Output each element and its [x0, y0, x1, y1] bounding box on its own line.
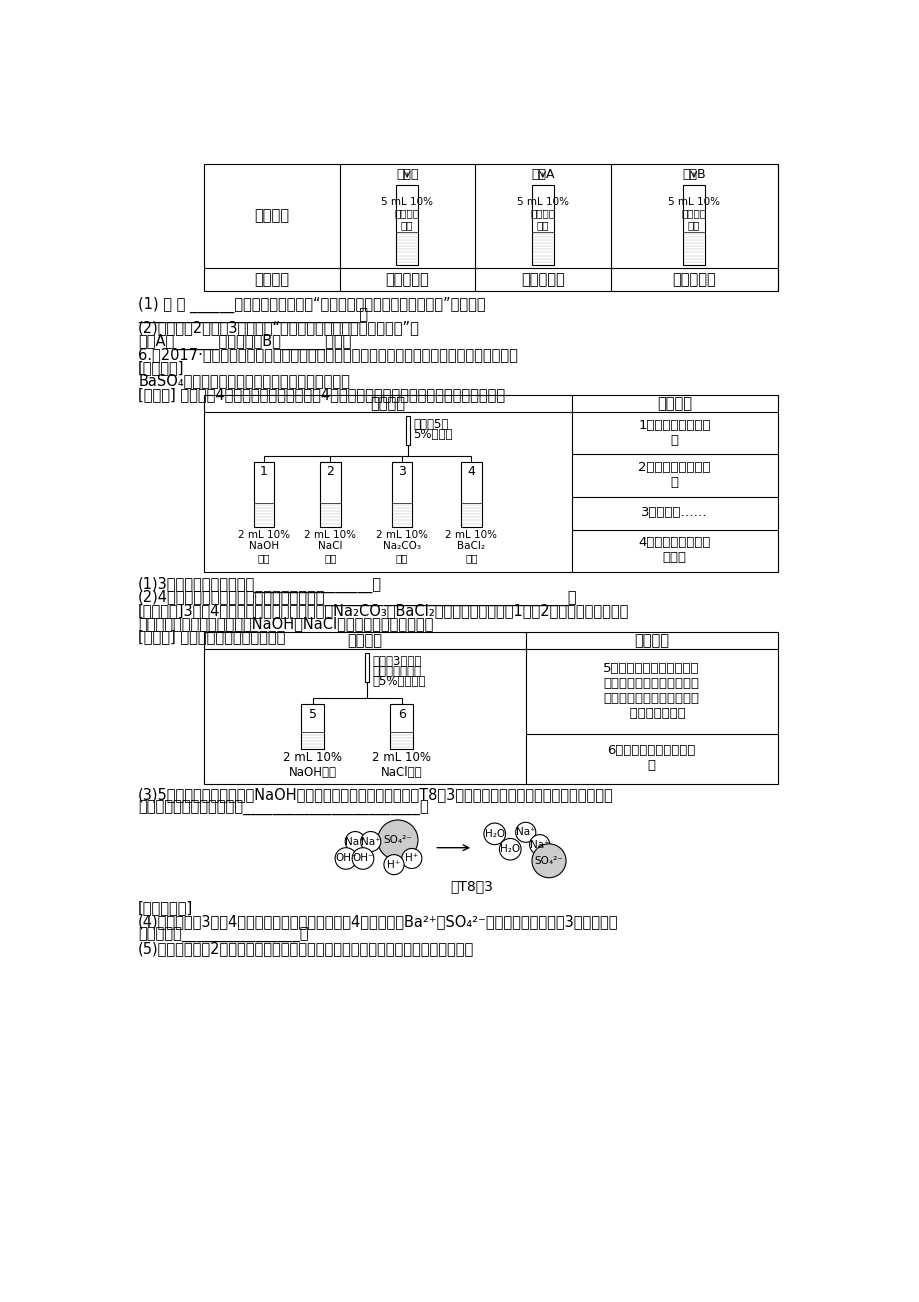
Bar: [301, 703, 323, 749]
Text: 少的微粒是________________。: 少的微粒是________________。: [138, 928, 309, 943]
Text: 有气泡产生: 有气泡产生: [520, 272, 564, 286]
Text: 6: 6: [397, 707, 405, 720]
Text: 1: 1: [259, 465, 267, 478]
Text: OH⁻: OH⁻: [352, 854, 373, 863]
Text: 2 mL 10%
NaOH
溶液: 2 mL 10% NaOH 溶液: [237, 530, 289, 562]
Text: 6号试管中始终无明显现
象: 6号试管中始终无明显现 象: [607, 745, 695, 772]
Bar: [364, 652, 369, 682]
Text: (3)5号试管中的现象能证明NaOH与稀硫酸发生了复分解反应。图T8－3为反应的微观示意图，从微观粒子变化的: (3)5号试管中的现象能证明NaOH与稀硫酸发生了复分解反应。图T8－3为反应的…: [138, 788, 613, 802]
Text: 溶液，再逐滴滴: 溶液，再逐滴滴: [372, 665, 421, 678]
Text: (4)同学们发现3号、4号试管中的微粒数也有变化：4号试管中的Ba²⁺、SO₄²⁻因生成沉淠而减少，3号试管中减: (4)同学们发现3号、4号试管中的微粒数也有变化：4号试管中的Ba²⁺、SO₄²…: [138, 914, 618, 928]
Text: 5 mL 10%
的稀硫酸
铝片: 5 mL 10% 的稀硫酸 铝片: [380, 197, 433, 230]
Circle shape: [335, 848, 357, 870]
Text: 6.。2017·西城二模〃同学们通过以下实验，探究某些酸、碱、盐之间能否发生复分解反应。: 6.。2017·西城二模〃同学们通过以下实验，探究某些酸、碱、盐之间能否发生复分…: [138, 348, 517, 362]
Text: (2)对比实验2和实验3，能证明“盐酸中的氯离子对反应产生影响”。: (2)对比实验2和实验3，能证明“盐酸中的氯离子对反应产生影响”。: [138, 320, 420, 335]
Text: H₂O: H₂O: [500, 844, 520, 854]
Circle shape: [516, 823, 535, 842]
Bar: [405, 415, 410, 445]
Text: 5 mL 10%
的稀硫酸
铝片: 5 mL 10% 的稀硫酸 铝片: [516, 197, 568, 230]
Text: 到明显现象，如何证明硫酸与NaOH、NaCl是否发生了复分解反应？: 到明显现象，如何证明硫酸与NaOH、NaCl是否发生了复分解反应？: [138, 616, 433, 631]
Text: 图T8－3: 图T8－3: [449, 879, 493, 893]
Text: 3: 3: [397, 465, 405, 478]
Text: [查阅资料]: [查阅资料]: [138, 361, 185, 375]
Circle shape: [352, 848, 373, 870]
Text: H₂O: H₂O: [484, 829, 505, 838]
Text: BaSO₄是白色固体，难溶于水，也不与盐酸反应。: BaSO₄是白色固体，难溶于水，也不与盐酸反应。: [138, 374, 350, 388]
Text: Na⁺: Na⁺: [516, 827, 535, 837]
Text: [提出问题]3号、4号试管中的现象能证明硫酸与Na₂CO₃、BaCl₂发生了复分解反应；1号、2号试管中均没有观察: [提出问题]3号、4号试管中的现象能证明硫酸与Na₂CO₃、BaCl₂发生了复分…: [138, 603, 629, 618]
Text: 2 mL 10%
NaCl溶液: 2 mL 10% NaCl溶液: [372, 751, 431, 780]
Text: 实验装置: 实验装置: [369, 396, 405, 411]
Text: 4号试管中有白色沉
淠产生: 4号试管中有白色沉 淠产生: [638, 536, 710, 565]
Text: 稀盐酸: 稀盐酸: [395, 168, 418, 181]
Text: 2 mL 10%
NaOH溶液: 2 mL 10% NaOH溶液: [283, 751, 342, 780]
Bar: [391, 462, 412, 527]
Bar: [390, 703, 413, 749]
Text: 各滴加5滴: 各滴加5滴: [413, 418, 448, 431]
Text: Na⁺: Na⁺: [529, 840, 549, 850]
Bar: [320, 462, 340, 527]
Text: 实验装置: 实验装置: [346, 633, 381, 648]
Bar: [396, 185, 417, 264]
Text: (2)4号试管中发生复分解反应的化学方程式为_________________________________。: (2)4号试管中发生复分解反应的化学方程式为__________________…: [138, 590, 577, 605]
Text: 各滴加3滴酱酸: 各滴加3滴酱酸: [372, 655, 421, 668]
Bar: [531, 185, 553, 264]
Bar: [254, 462, 274, 527]
Text: 3号试管中……: 3号试管中……: [641, 506, 707, 519]
Circle shape: [383, 854, 403, 875]
Circle shape: [360, 832, 380, 852]
Text: 5: 5: [308, 707, 316, 720]
Text: 角度分析，该反应的实质是________________________。: 角度分析，该反应的实质是________________________。: [138, 801, 428, 816]
Text: OH⁻: OH⁻: [335, 854, 357, 863]
Text: (5)欲进一步探究2号试管中的两种物质是否发生了复分解反应，又补充了以下实验。: (5)欲进一步探究2号试管中的两种物质是否发生了复分解反应，又补充了以下实验。: [138, 941, 474, 957]
Text: [实验一] 同学们取4支试管，分别加入一定量4种溶液于试管中，再分别滴加少量的稀硫酸。: [实验一] 同学们取4支试管，分别加入一定量4种溶液于试管中，再分别滴加少量的稀…: [138, 387, 505, 402]
Circle shape: [483, 823, 505, 845]
Text: 实验现象: 实验现象: [633, 633, 668, 648]
Text: ______________________________。: ______________________________。: [138, 309, 368, 324]
Text: [实验二] 同学们又进行了以下实验。: [实验二] 同学们又进行了以下实验。: [138, 629, 285, 644]
Text: 5 mL 10%
的稀硫酸
铝片: 5 mL 10% 的稀硫酸 铝片: [667, 197, 720, 230]
Text: H⁺: H⁺: [404, 854, 418, 863]
Text: 加5%的稀硫酸: 加5%的稀硫酸: [372, 676, 425, 689]
Text: Na⁺: Na⁺: [345, 837, 365, 846]
Bar: [204, 395, 777, 572]
Text: 试剑B: 试剑B: [681, 168, 705, 181]
Circle shape: [499, 838, 520, 861]
Text: [反思与评价]: [反思与评价]: [138, 900, 193, 915]
Bar: [204, 164, 777, 290]
Text: 4: 4: [467, 465, 475, 478]
Text: 有气泡产生: 有气泡产生: [385, 272, 428, 286]
Text: 实验现象: 实验现象: [254, 272, 289, 286]
Text: 试剑A是______溶液，试剑B是______溶液。: 试剑A是______溶液，试剑B是______溶液。: [138, 333, 351, 349]
Circle shape: [378, 820, 417, 861]
Text: (1) 实 验 ______（填序号）不能证明“盐酸中的氯离子对反应产生影响”，理由是: (1) 实 验 ______（填序号）不能证明“盐酸中的氯离子对反应产生影响”，…: [138, 297, 485, 314]
Text: 1号试管中无明显现
象: 1号试管中无明显现 象: [638, 419, 710, 447]
Circle shape: [531, 844, 565, 878]
Text: SO₄²⁻: SO₄²⁻: [383, 835, 412, 845]
Text: 试剑A: 试剑A: [530, 168, 554, 181]
Text: 实验操作: 实验操作: [254, 208, 289, 223]
Text: 2 mL 10%
Na₂CO₃
溶液: 2 mL 10% Na₂CO₃ 溶液: [375, 530, 427, 562]
Text: 无明显现象: 无明显现象: [671, 272, 715, 286]
Text: 2 mL 10%
BaCl₂
溶液: 2 mL 10% BaCl₂ 溶液: [445, 530, 497, 562]
Circle shape: [529, 835, 550, 854]
Circle shape: [402, 849, 422, 868]
Text: 实验现象: 实验现象: [656, 396, 691, 411]
Text: 2: 2: [326, 465, 334, 478]
Text: SO₄²⁻: SO₄²⁻: [534, 855, 562, 866]
Text: Na⁺: Na⁺: [360, 837, 380, 846]
Bar: [461, 462, 481, 527]
Text: H⁺: H⁺: [387, 859, 400, 870]
Bar: [204, 631, 777, 784]
Text: 2 mL 10%
NaCl
溶液: 2 mL 10% NaCl 溶液: [304, 530, 356, 562]
Text: 5%稀硫酸: 5%稀硫酸: [413, 428, 452, 441]
Text: (1)3号试管中的实验现象是________________。: (1)3号试管中的实验现象是________________。: [138, 577, 381, 592]
Circle shape: [345, 832, 365, 852]
Bar: [682, 185, 704, 264]
Text: 2号试管中无明显现
象: 2号试管中无明显现 象: [638, 461, 710, 490]
Text: 5号试管中，滴加酱酸溶液
后，溶液由无色变为红色；
滴加一定量稀硫酸后，溶液
   由红色变为无色: 5号试管中，滴加酱酸溶液 后，溶液由无色变为红色； 滴加一定量稀硫酸后，溶液 由…: [602, 663, 698, 720]
